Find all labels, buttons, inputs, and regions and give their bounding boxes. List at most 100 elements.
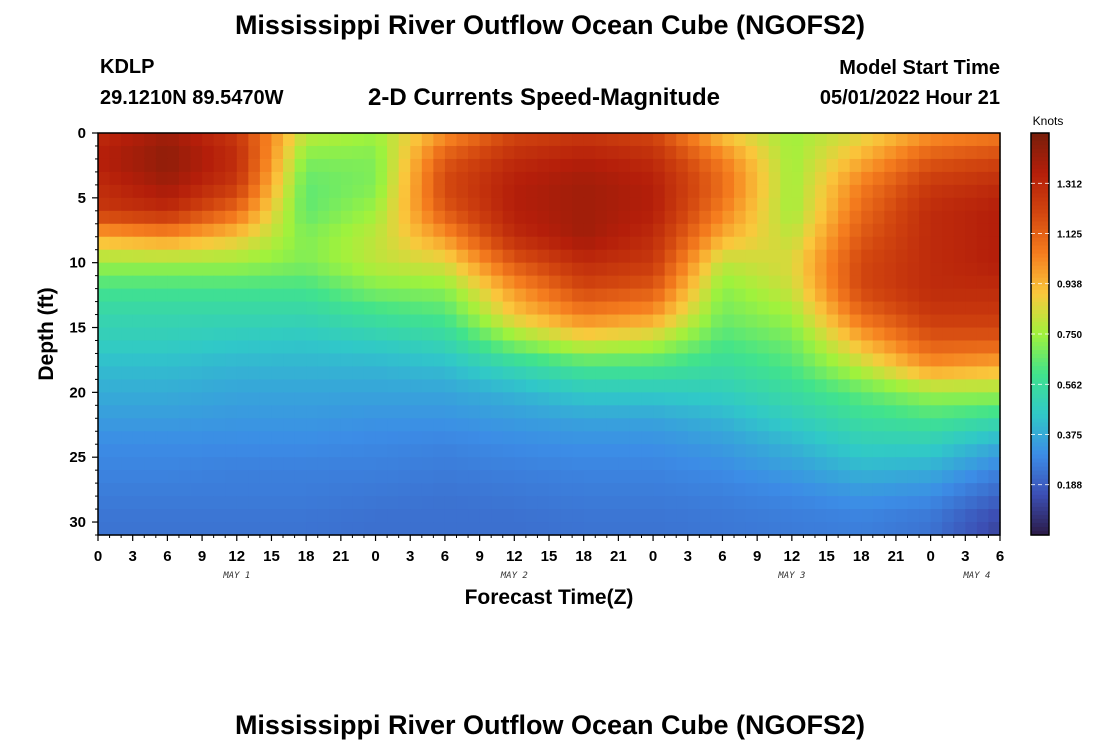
heatmap-cell [109, 314, 122, 329]
colorbar-step [1031, 321, 1049, 327]
heatmap-cell [294, 184, 307, 199]
heatmap-cell [757, 249, 770, 264]
heatmap-cell [537, 509, 550, 523]
heatmap-cell [814, 145, 828, 160]
heatmap-cell [826, 327, 839, 342]
heatmap-cell [849, 327, 862, 342]
heatmap-cell [572, 223, 585, 238]
heatmap-cell [259, 133, 273, 147]
heatmap-cell [872, 405, 885, 419]
heatmap-cell [202, 145, 215, 160]
heatmap-cell [375, 275, 388, 290]
heatmap-cell [340, 353, 354, 368]
heatmap-cell [745, 236, 758, 251]
heatmap-cell [410, 184, 423, 199]
heatmap-cell [976, 184, 990, 199]
heatmap-cell [988, 314, 1001, 329]
heatmap-cell [479, 483, 492, 497]
heatmap-cell [236, 223, 249, 238]
heatmap-cell [329, 133, 342, 147]
heatmap-cell [317, 249, 330, 264]
heatmap-cell [271, 444, 284, 458]
heatmap-cell [757, 353, 770, 368]
heatmap-cell [988, 431, 1001, 445]
heatmap-cell [433, 133, 446, 147]
heatmap-cell [433, 145, 446, 160]
heatmap-cell [236, 288, 249, 303]
heatmap-cell [757, 262, 770, 277]
heatmap-cell [329, 210, 342, 225]
colorbar-tick-label: 1.125 [1057, 230, 1082, 241]
heatmap-cell [167, 249, 180, 264]
heatmap-cell [629, 444, 643, 458]
heatmap-cell [109, 171, 122, 186]
heatmap-cell [861, 522, 874, 536]
heatmap-cell [803, 171, 816, 186]
heatmap-cell [687, 210, 700, 225]
heatmap-cell [676, 288, 689, 303]
heatmap-cell [826, 301, 839, 316]
heatmap-cell [549, 431, 562, 445]
heatmap-cell [167, 522, 180, 536]
heatmap-cell [618, 288, 631, 303]
heatmap-cell [826, 223, 839, 238]
heatmap-cell [479, 314, 492, 329]
heatmap-cell [803, 184, 816, 199]
heatmap-cell [178, 314, 192, 329]
heatmap-cell [155, 184, 168, 199]
heatmap-cell [907, 301, 920, 316]
heatmap-cell [468, 392, 481, 406]
heatmap-cell [919, 431, 932, 445]
heatmap-cell [456, 223, 469, 238]
heatmap-cell [109, 223, 122, 238]
heatmap-cell [641, 392, 654, 406]
heatmap-cell [976, 392, 990, 406]
heatmap-cell [976, 288, 990, 303]
heatmap-cell [491, 236, 504, 251]
heatmap-cell [109, 275, 122, 290]
heatmap-cell [884, 392, 897, 406]
heatmap-cell [514, 184, 527, 199]
colorbar-step [1031, 257, 1049, 263]
heatmap-cell [144, 340, 157, 355]
heatmap-cell [629, 275, 643, 290]
heatmap-cell [340, 197, 354, 212]
heatmap-cell [549, 184, 562, 199]
colorbar-step [1031, 366, 1049, 371]
heatmap-cell [491, 522, 504, 536]
heatmap-cell [421, 392, 434, 406]
heatmap-cell [849, 392, 862, 406]
heatmap-cell [387, 457, 400, 471]
heatmap-cell [491, 470, 504, 484]
heatmap-cell [375, 431, 388, 445]
heatmap-cell [572, 353, 585, 368]
heatmap-cell [248, 145, 261, 160]
heatmap-cell [340, 457, 354, 471]
heatmap-cell [907, 288, 920, 303]
heatmap-cell [942, 418, 955, 432]
heatmap-cell [502, 522, 515, 536]
heatmap-cell [884, 405, 897, 419]
heatmap-cell [965, 509, 978, 523]
heatmap-cell [826, 366, 839, 380]
heatmap-cell [190, 288, 203, 303]
heatmap-cell [259, 353, 273, 368]
heatmap-cell [167, 392, 180, 406]
heatmap-cell [167, 184, 180, 199]
heatmap-cell [202, 509, 215, 523]
heatmap-cell [710, 223, 724, 238]
heatmap-cell [583, 509, 596, 523]
heatmap-cell [780, 405, 793, 419]
heatmap-cell [109, 184, 122, 199]
heatmap-cell [363, 262, 377, 277]
heatmap-cell [433, 483, 446, 497]
heatmap-cell [838, 314, 851, 329]
heatmap-cell [387, 249, 400, 264]
y-tick-label: 30 [69, 514, 86, 531]
model-start-label: Model Start Time [839, 57, 1000, 79]
heatmap-cell [583, 249, 596, 264]
heatmap-cell [710, 353, 724, 368]
colorbar-tick-label: 1.312 [1057, 179, 1082, 190]
heatmap-cell [560, 483, 573, 497]
heatmap-cell [456, 392, 469, 406]
